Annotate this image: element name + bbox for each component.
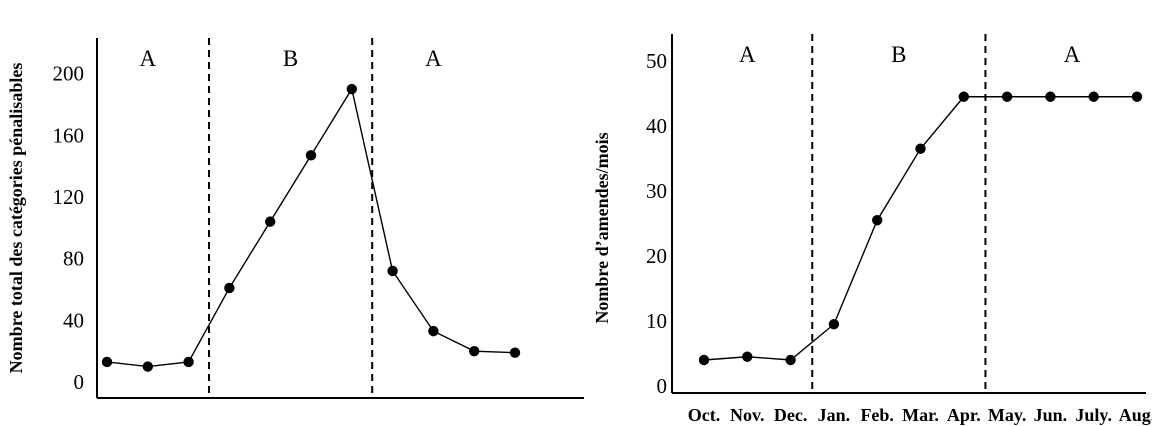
right-data-point bbox=[785, 354, 796, 366]
left-y-tick-labels: 0 40 80 120 160 200 bbox=[53, 62, 85, 394]
right-series-line bbox=[703, 96, 1137, 361]
right-data-point bbox=[958, 91, 969, 102]
right-y-tick-label: 20 bbox=[646, 244, 667, 268]
right-data-point bbox=[1045, 91, 1056, 102]
right-data-point bbox=[1001, 91, 1013, 102]
left-phase-label: B bbox=[283, 46, 298, 71]
left-data-point bbox=[469, 345, 480, 357]
left-data-point bbox=[428, 325, 439, 337]
left-data-point bbox=[265, 216, 276, 227]
right-y-tick-label: 50 bbox=[646, 49, 667, 73]
left-y-axis-label: Nombre total des catégories pénalisables bbox=[6, 63, 26, 374]
right-data-point bbox=[1131, 91, 1143, 102]
left-y-tick-label: 200 bbox=[53, 62, 85, 86]
right-data-point bbox=[742, 351, 753, 362]
left-data-point bbox=[224, 282, 235, 294]
left-data-point bbox=[101, 356, 113, 368]
left-chart: Nombre total des catégories pénalisables… bbox=[6, 38, 584, 399]
right-phase-label: A bbox=[739, 42, 756, 67]
right-y-tick-label: 10 bbox=[646, 309, 667, 333]
right-chart: Nombre d’amendes/mois 0 10 20 30 40 50 Oct. No… bbox=[592, 34, 1152, 425]
right-phase-label: B bbox=[891, 42, 906, 67]
right-x-tick-label: July. bbox=[1075, 405, 1112, 425]
right-data-point bbox=[1088, 91, 1099, 102]
left-y-tick-label: 160 bbox=[53, 123, 85, 147]
right-x-tick-label: Oct. bbox=[688, 405, 720, 425]
left-y-tick-label: 120 bbox=[53, 185, 85, 209]
left-data-point bbox=[509, 347, 521, 358]
left-data-point bbox=[142, 361, 153, 372]
right-y-tick-label: 0 bbox=[657, 374, 668, 398]
right-phase-dividers bbox=[811, 34, 987, 393]
left-y-tick-label: 40 bbox=[63, 308, 84, 332]
left-phase-dividers bbox=[208, 38, 374, 398]
right-y-tick-label: 30 bbox=[646, 179, 667, 203]
left-y-tick-label: 0 bbox=[74, 370, 85, 394]
right-data-point bbox=[915, 143, 926, 154]
right-x-tick-label: Jan. bbox=[818, 405, 851, 425]
left-phase-label: A bbox=[425, 46, 442, 71]
right-x-tick-label: Feb. bbox=[860, 405, 894, 425]
right-x-tick-label: Mar. bbox=[902, 405, 939, 425]
right-y-tick-labels: 0 10 20 30 40 50 bbox=[646, 49, 667, 398]
right-y-axis-label: Nombre d’amendes/mois bbox=[592, 132, 612, 323]
right-series bbox=[698, 91, 1143, 366]
right-x-tick-label: Dec. bbox=[774, 405, 807, 425]
right-data-point bbox=[828, 319, 840, 330]
left-data-point bbox=[346, 83, 357, 95]
left-y-tick-label: 80 bbox=[63, 247, 84, 271]
left-phase-label: A bbox=[139, 46, 156, 71]
right-x-tick-label: Jun. bbox=[1034, 405, 1068, 425]
left-series-line bbox=[106, 87, 516, 368]
right-x-tick-labels: Oct. Nov. Dec. Jan. Feb. Mar. Apr. May. Jun. July… bbox=[688, 405, 1152, 425]
right-data-point bbox=[698, 354, 710, 366]
left-series bbox=[101, 83, 521, 372]
right-x-tick-label: May. bbox=[988, 405, 1027, 425]
right-x-tick-label: Aug. bbox=[1119, 405, 1152, 425]
right-x-tick-label: Apr. bbox=[947, 405, 981, 425]
left-data-point bbox=[305, 150, 317, 161]
left-data-point bbox=[387, 265, 398, 277]
right-data-point bbox=[872, 215, 883, 226]
right-phase-label: A bbox=[1064, 42, 1081, 67]
right-y-tick-label: 40 bbox=[646, 114, 667, 138]
left-data-point bbox=[183, 356, 194, 368]
right-x-tick-label: Nov. bbox=[730, 405, 765, 425]
